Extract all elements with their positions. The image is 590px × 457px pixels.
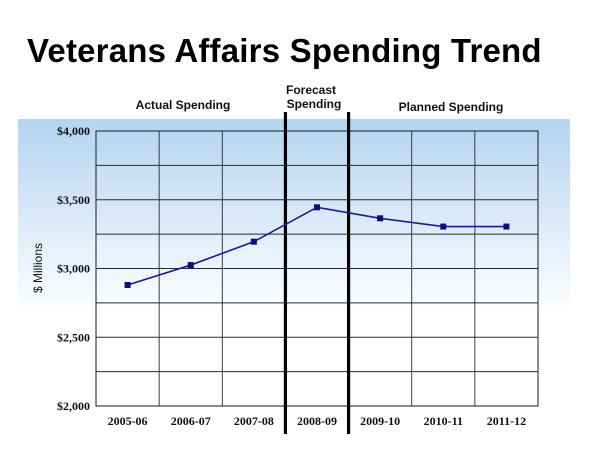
x-tick-label: 2007-08 [234, 414, 274, 428]
chart-title: Veterans Affairs Spending Trend [27, 32, 542, 69]
series-spending [124, 204, 510, 288]
data-point [314, 204, 320, 211]
x-tick-labels: 2005-06 2006-07 2007-08 2008-09 2009-10 2010-… [108, 414, 527, 428]
y-tick-label: $2,500 [57, 330, 90, 344]
plot-background-band [18, 119, 570, 437]
x-tick-label: 2006-07 [171, 414, 211, 428]
x-tick-label: 2005-06 [108, 414, 148, 428]
data-point [187, 262, 194, 269]
x-tick-label: 2008-09 [297, 414, 337, 428]
section-dividers [283, 112, 351, 434]
data-point [440, 223, 447, 230]
x-tick-label: 2010-11 [424, 414, 463, 428]
section-label-forecast-line1: Forecast [286, 83, 336, 97]
y-tick-label: $3,500 [57, 193, 90, 207]
data-point [124, 282, 131, 288]
x-tick-label: 2011-12 [487, 414, 526, 428]
section-label-actual: Actual Spending [136, 98, 231, 112]
x-tick-label: 2009-10 [360, 414, 400, 428]
section-label-forecast-line2: Spending [287, 97, 342, 111]
data-point [503, 223, 510, 230]
data-point [377, 215, 384, 222]
y-tick-label: $4,000 [57, 124, 90, 138]
section-label-planned: Planned Spending [399, 100, 504, 114]
y-tick-label: $3,000 [57, 262, 90, 276]
data-point [250, 238, 257, 245]
y-tick-labels: $2,000 $2,500 $3,000 $3,500 $4,000 [57, 124, 90, 413]
y-axis-label: $ Millions [31, 243, 45, 293]
y-tick-label: $2,000 [57, 399, 90, 413]
